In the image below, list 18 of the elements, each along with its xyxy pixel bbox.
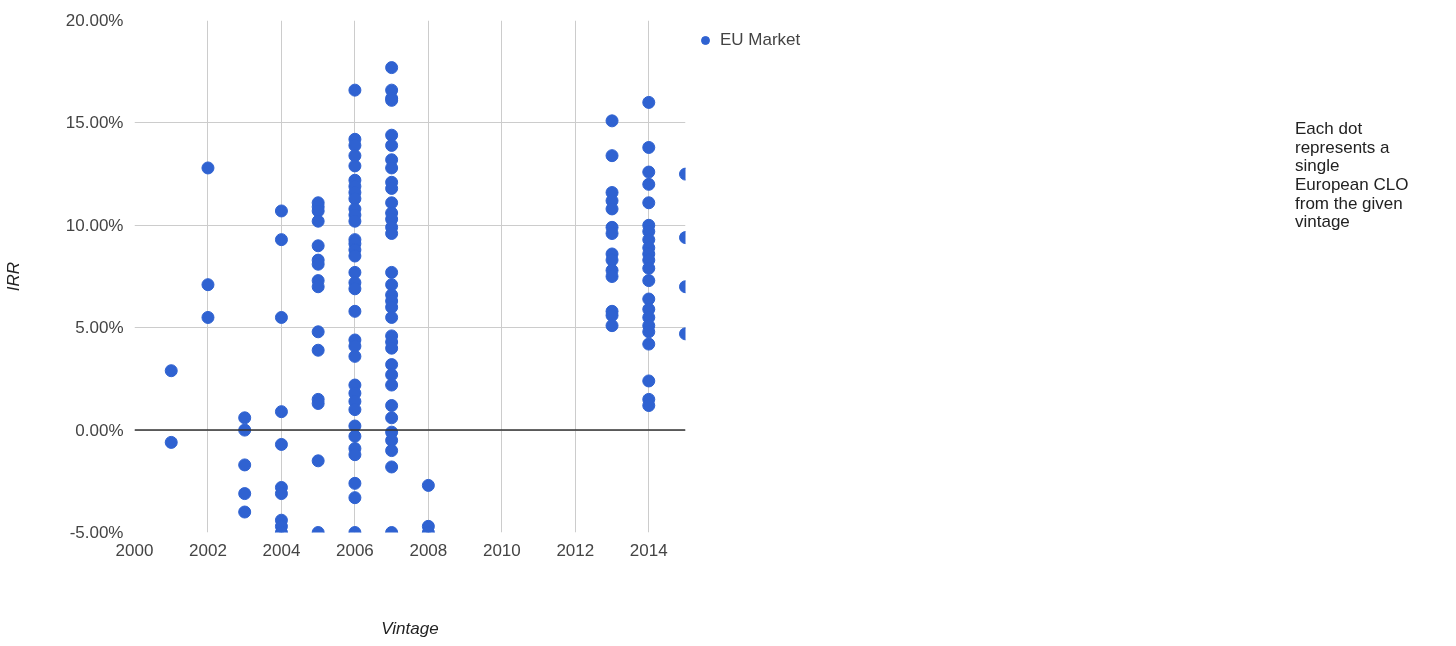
x-tick-label: 2000 (115, 540, 154, 560)
y-axis-title: IRR (3, 261, 23, 292)
x-axis-title: Vintage (381, 618, 439, 638)
x-tick-label: 2004 (262, 540, 301, 560)
y-tick-label: 15.00% (65, 113, 124, 133)
legend-label: EU Market (720, 30, 801, 50)
text: Each dot represents a single European CLO from the given vintage (1295, 119, 1410, 233)
y-tick-label: -5.00% (69, 523, 124, 542)
y-tick-label: 10.00% (65, 215, 124, 235)
y-tick-label: 5.00% (75, 318, 124, 338)
x-tick-label: 2012 (556, 540, 595, 560)
x-tick-label: 2006 (335, 540, 374, 560)
x-tick-label: 2010 (482, 540, 521, 560)
x-tick-label: 2008 (409, 540, 448, 560)
x-tick-label: 2002 (189, 540, 227, 560)
x-tick-label: 2014 (629, 540, 668, 560)
y-tick-label: 20.00% (65, 11, 124, 30)
y-tick-label: 0.00% (75, 420, 124, 440)
